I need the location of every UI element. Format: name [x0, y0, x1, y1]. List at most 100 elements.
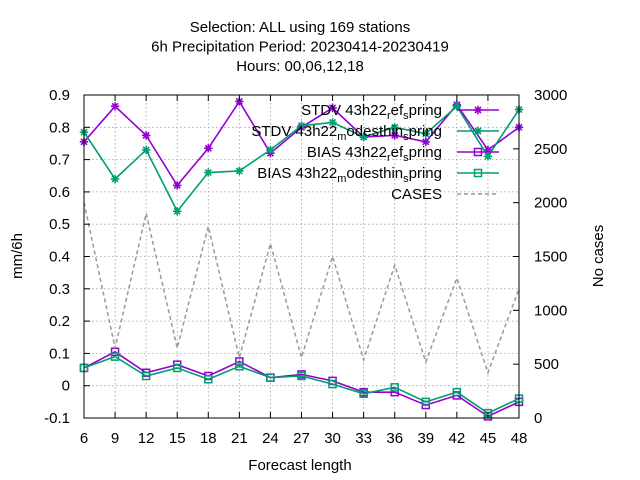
y-tick-label: 0.1: [49, 345, 70, 362]
x-tick-label: 39: [417, 430, 434, 447]
x-tick-label: 45: [480, 430, 497, 447]
chart-title: Selection: ALL using 169 stations 6h Prec…: [151, 19, 449, 75]
marker-stroke: [453, 102, 461, 110]
marker-stroke: [329, 104, 337, 112]
y-tick-label: -0.1: [44, 410, 70, 427]
legend-label-part: r: [387, 152, 391, 164]
x-tick-label: 18: [200, 430, 217, 447]
data-point: [141, 145, 151, 155]
legend-label-part: ef: [391, 144, 404, 161]
x-tick-label: 36: [386, 430, 403, 447]
data-point: [235, 357, 244, 366]
x-tick-label: 12: [138, 430, 155, 447]
data-point: [473, 105, 483, 115]
y2-tick-label: 2500: [534, 141, 567, 158]
marker-stroke: [474, 106, 482, 114]
legend-label-part: CASES: [391, 186, 442, 203]
data-point: [473, 147, 483, 157]
data-point: [452, 387, 462, 397]
marker-stroke: [391, 131, 399, 139]
y-tick-label: 0.4: [49, 249, 70, 266]
data-point: [328, 103, 337, 113]
x-tick-label: 27: [293, 430, 310, 447]
legend-label-part: BIAS 43h22: [307, 144, 387, 161]
data-point: [473, 168, 483, 178]
data-point: [390, 383, 399, 392]
legend-label-part: m: [337, 131, 346, 143]
legend-label: BIAS 43h22modesthinspring: [257, 165, 442, 185]
y-axis-label: mm/6h: [9, 233, 26, 279]
legend-label-part: s: [403, 152, 409, 164]
data-point: [110, 347, 120, 357]
y-tick-label: 0.8: [49, 119, 70, 136]
marker-stroke: [204, 168, 212, 177]
legend-label-part: ef: [391, 102, 404, 119]
data-point: [266, 373, 275, 382]
data-point: [173, 207, 182, 216]
data-point: [328, 379, 337, 389]
legend-label: STDV 43h22refspring: [301, 102, 442, 122]
data-point: [141, 371, 151, 381]
marker-stroke: [235, 97, 243, 106]
x-tick-label: 42: [449, 430, 466, 447]
data-point: [204, 144, 213, 153]
series-line: [83, 202, 520, 376]
y2-tick-label: 500: [534, 356, 559, 373]
marker-stroke: [204, 144, 212, 152]
series-stdv-43h22-ref-spring: [79, 97, 524, 190]
y-tick-label: 0.9: [49, 87, 70, 104]
data-point: [421, 397, 431, 407]
data-point: [390, 387, 399, 397]
data-point: [390, 123, 399, 132]
x-tick-label: 33: [355, 430, 372, 447]
y2-tick-label: 0: [534, 410, 542, 427]
legend-label-part: pring: [409, 123, 442, 140]
series-line: [83, 355, 520, 415]
x-tick-label: 15: [169, 430, 186, 447]
x-tick-label: 21: [231, 430, 248, 447]
x-tick-label: 30: [324, 430, 341, 447]
legend-label-part: BIAS 43h22: [257, 165, 337, 182]
x-axis-label: Forecast length: [248, 457, 351, 474]
axis-ticks: 6 9 12 15 18 21 24 27 30 33 36 39 42 45 48 -0.1 0 0.1 0.2 0…: [44, 87, 567, 447]
legend-label-part: r: [387, 110, 391, 122]
y2-axis-label: No cases: [590, 225, 607, 288]
legend-label-part: odesthin: [346, 123, 403, 140]
legend-label: BIAS 43h22refspring: [307, 144, 442, 164]
marker-stroke: [391, 123, 399, 131]
y-tick-label: 0.7: [49, 152, 70, 169]
marker-stroke: [142, 131, 150, 139]
marker-stroke: [111, 102, 119, 110]
data-point: [172, 363, 182, 373]
y2-tick-label: 1000: [534, 302, 567, 319]
data-point: [297, 371, 306, 381]
marker-stroke: [235, 167, 243, 175]
y-tick-label: 0.3: [49, 281, 70, 298]
legend-label: STDV 43h22modesthinspring: [251, 123, 442, 143]
x-tick-label: 48: [511, 430, 528, 447]
data-point: [110, 102, 120, 111]
chart-title-line: Hours: 00,06,12,18: [236, 58, 364, 75]
marker-stroke: [173, 207, 181, 215]
marker-stroke: [360, 133, 368, 141]
marker-stroke: [422, 130, 430, 138]
chart-title-line: 6h Precipitation Period: 20230414-202304…: [151, 39, 449, 56]
marker-stroke: [173, 181, 181, 190]
marker-stroke: [422, 138, 430, 146]
legend-label-part: pring: [409, 165, 442, 182]
marker-stroke: [297, 122, 306, 130]
data-point: [359, 132, 368, 142]
marker-stroke: [474, 127, 482, 135]
y2-tick-label: 2000: [534, 195, 567, 212]
legend-label-part: STDV 43h22: [301, 102, 387, 119]
series-line: [83, 350, 520, 418]
marker-stroke: [266, 146, 274, 154]
series-cases: [83, 202, 520, 376]
x-tick-label: 24: [262, 430, 279, 447]
chart-title-line: Selection: ALL using 169 stations: [190, 19, 410, 36]
data-point: [141, 131, 151, 140]
data-point: [421, 137, 430, 147]
y-tick-label: 0.6: [49, 184, 70, 201]
legend-label: CASES: [391, 186, 442, 203]
